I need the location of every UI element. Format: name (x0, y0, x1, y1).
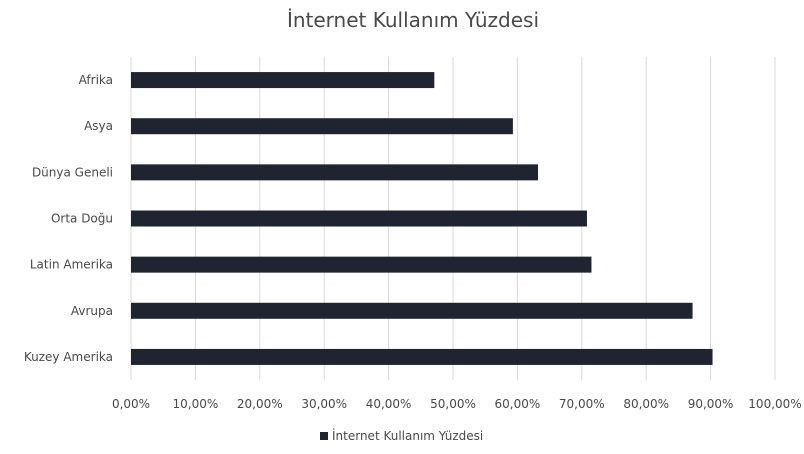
x-tick-label: 70,00% (559, 397, 605, 411)
category-label: Dünya Geneli (32, 165, 113, 179)
category-label: Asya (84, 119, 113, 133)
category-label: Latin Amerika (30, 258, 113, 272)
bar (131, 348, 713, 365)
category-label: Avrupa (71, 304, 113, 318)
x-tick-label: 20,00% (237, 397, 283, 411)
x-tick-label: 90,00% (688, 397, 734, 411)
x-tick-label: 40,00% (366, 397, 412, 411)
bar (131, 210, 587, 227)
category-label: Kuzey Amerika (24, 350, 113, 364)
category-labels: Afrika Asya Dünya Geneli Orta Doğu Latin Ame… (24, 73, 113, 364)
x-tick-label: 50,00% (430, 397, 476, 411)
x-tick-label: 10,00% (173, 397, 219, 411)
x-tick-label: 100,00% (748, 397, 801, 411)
category-label: Afrika (79, 73, 113, 87)
legend: İnternet Kullanım Yüzdesi (320, 428, 483, 443)
legend-label: İnternet Kullanım Yüzdesi (332, 428, 483, 443)
x-axis-tick-labels: 0,00% 10,00% 20,00% 30,00% 40,00% 50,00% 60,00… (112, 397, 802, 411)
x-tick-label: 30,00% (301, 397, 347, 411)
legend-swatch (320, 432, 328, 440)
x-tick-label: 60,00% (495, 397, 541, 411)
bar (131, 164, 539, 181)
x-tick-label: 80,00% (623, 397, 669, 411)
bars (131, 72, 713, 365)
bar (131, 256, 592, 273)
bar (131, 118, 513, 135)
bar (131, 302, 693, 319)
chart-title: İnternet Kullanım Yüzdesi (287, 8, 539, 32)
x-tick-label: 0,00% (112, 397, 150, 411)
bar (131, 72, 435, 89)
category-label: Orta Doğu (51, 212, 113, 226)
